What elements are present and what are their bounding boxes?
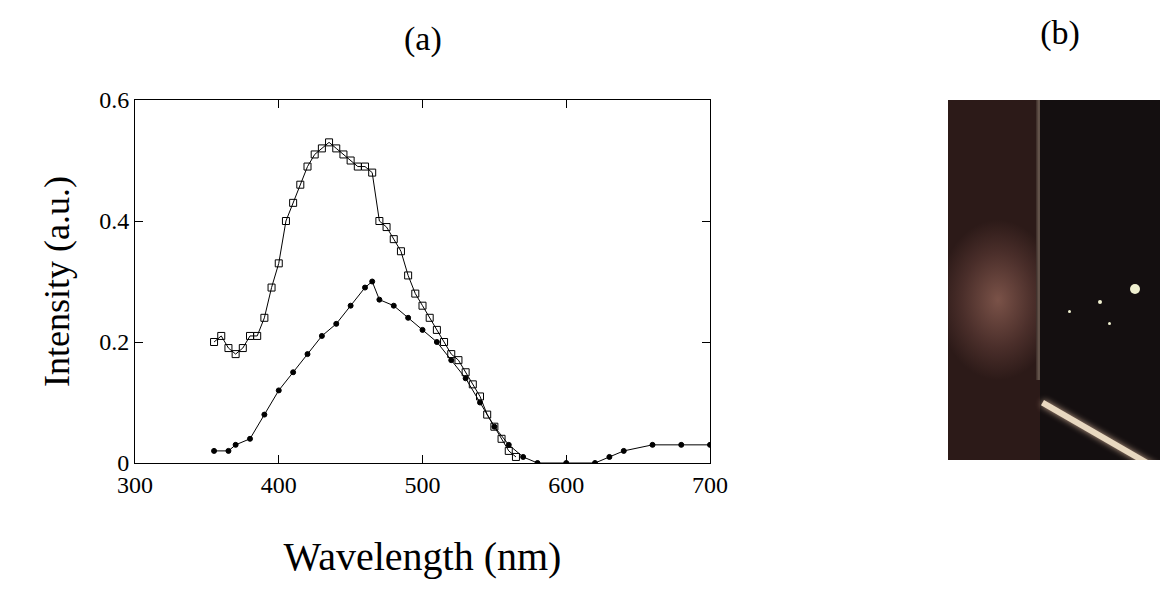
svg-text:(a): (a) <box>404 20 442 58</box>
svg-text:0: 0 <box>117 450 129 476</box>
svg-text:400: 400 <box>261 472 297 498</box>
svg-text:Intensity (a.u.): Intensity (a.u.) <box>37 176 77 387</box>
svg-text:0.6: 0.6 <box>99 87 129 113</box>
svg-text:300: 300 <box>117 472 153 498</box>
svg-text:700: 700 <box>692 472 728 498</box>
svg-text:500: 500 <box>405 472 441 498</box>
svg-text:0.2: 0.2 <box>99 329 129 355</box>
html-text:(b): (b) <box>1040 14 1080 51</box>
svg-text:Wavelength (nm): Wavelength (nm) <box>284 534 562 579</box>
svg-text:600: 600 <box>548 472 584 498</box>
svg-text:0.4: 0.4 <box>99 208 129 234</box>
